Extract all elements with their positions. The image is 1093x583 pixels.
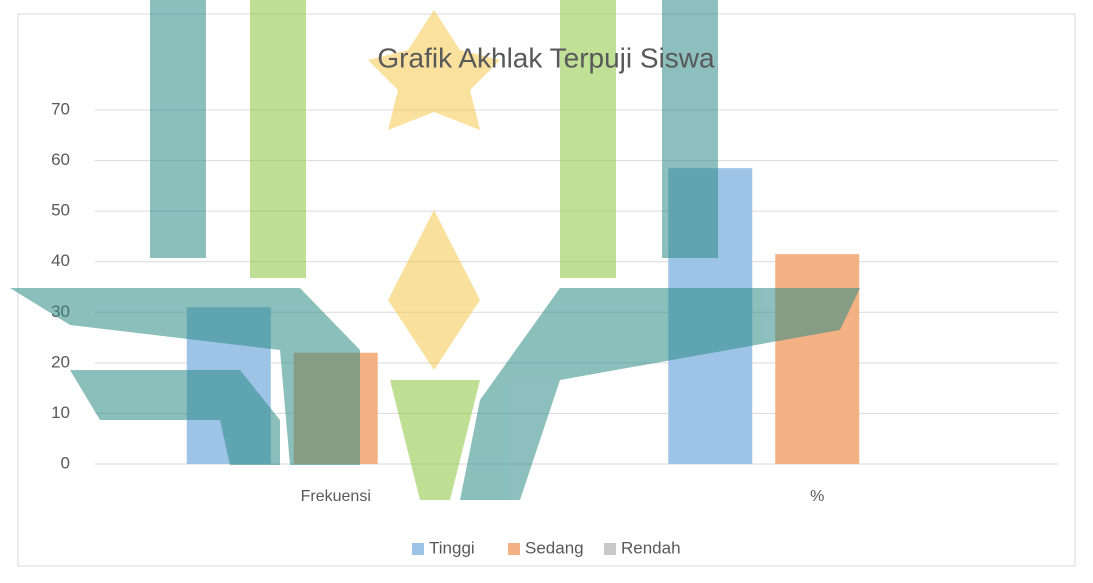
y-tick-label: 40 (51, 251, 70, 270)
y-tick-label: 0 (61, 453, 70, 472)
x-tick-label: % (810, 488, 824, 505)
legend-label: Tinggi (429, 538, 475, 557)
y-tick-label: 70 (51, 99, 70, 118)
legend-label: Rendah (621, 538, 681, 557)
x-tick-label: Frekuensi (301, 488, 371, 505)
legend-label: Sedang (525, 538, 584, 557)
legend-swatch (604, 543, 616, 555)
legend-swatch (508, 543, 520, 555)
legend: Tinggi Sedang Rendah (412, 538, 681, 557)
bar (775, 254, 859, 464)
chart: 010203040506070Frekuensi% Grafik Akhlak … (0, 0, 1093, 583)
y-tick-label: 60 (51, 150, 70, 169)
y-tick-label: 50 (51, 201, 70, 220)
legend-swatch (412, 543, 424, 555)
y-tick-label: 10 (51, 403, 70, 422)
chart-title: Grafik Akhlak Terpuji Siswa (377, 42, 715, 73)
y-tick-label: 20 (51, 352, 70, 371)
